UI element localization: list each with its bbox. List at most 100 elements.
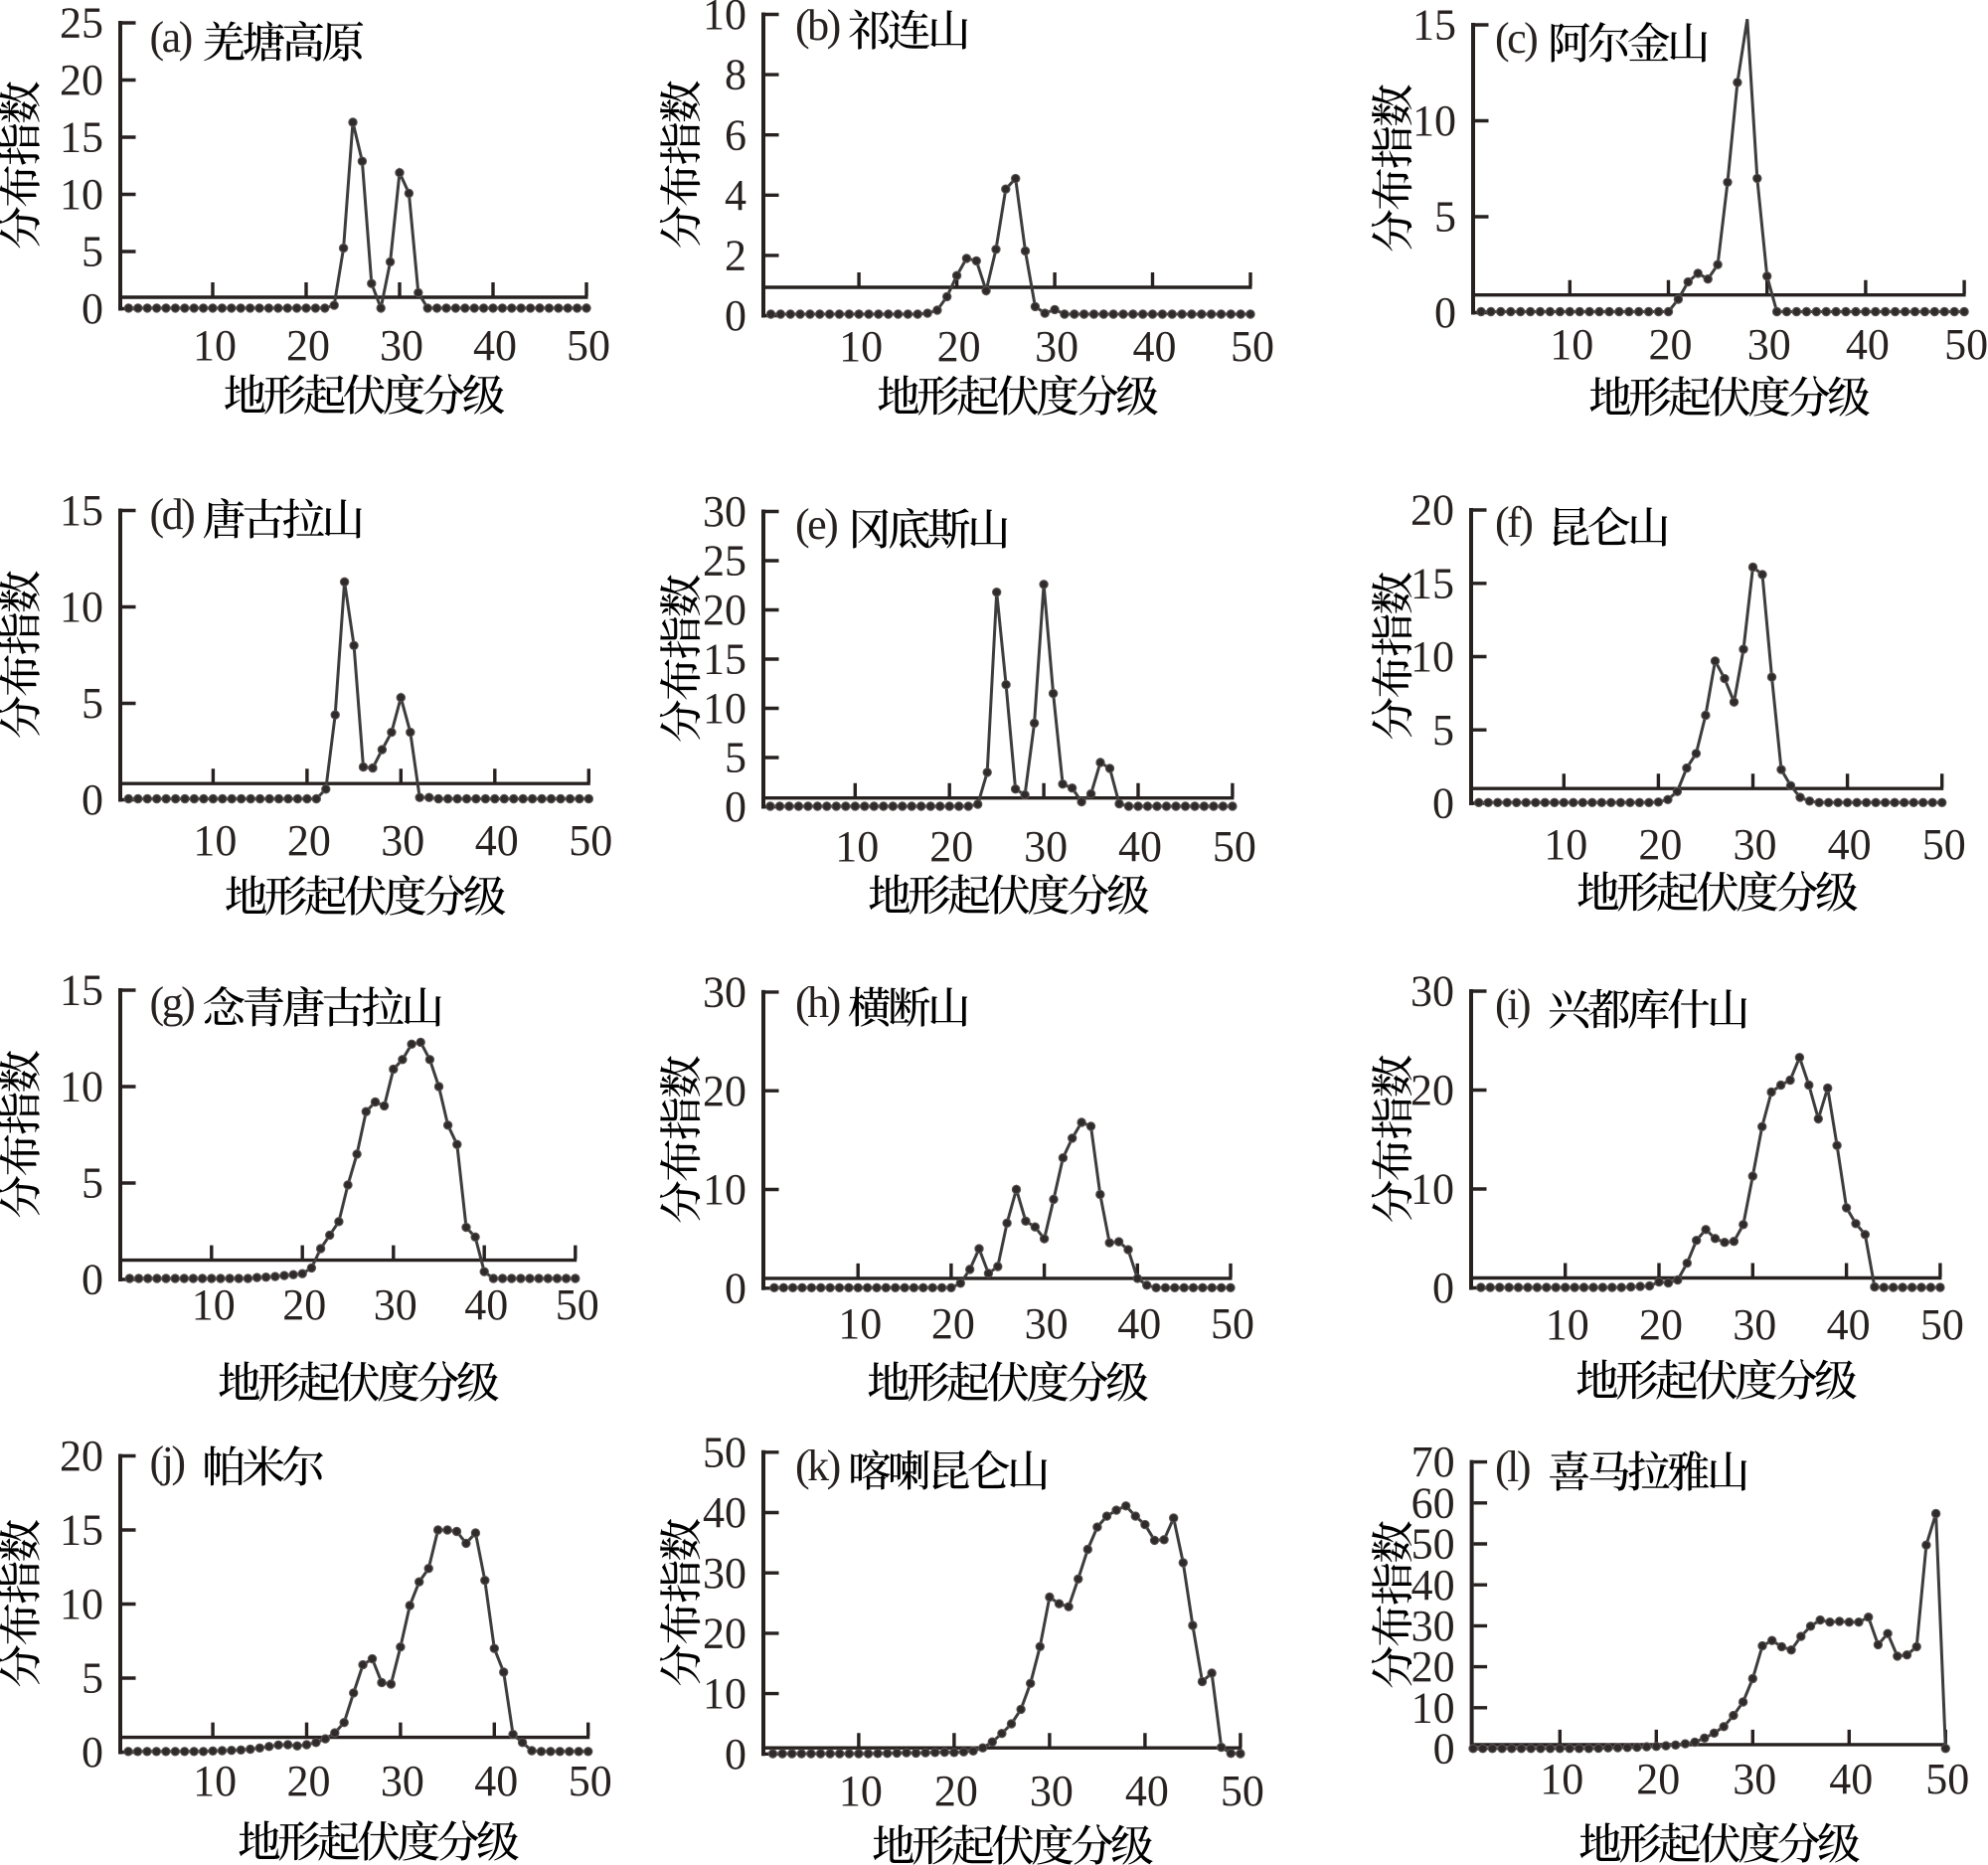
- svg-text:50: 50: [569, 1757, 612, 1805]
- svg-text:10: 10: [1550, 320, 1593, 369]
- svg-text:10: 10: [703, 684, 746, 733]
- svg-text:10: 10: [1410, 1165, 1454, 1214]
- svg-text:(l): (l): [1495, 1442, 1530, 1491]
- svg-text:0: 0: [82, 284, 103, 333]
- svg-text:40: 40: [1125, 1767, 1169, 1815]
- svg-text:40: 40: [474, 1757, 518, 1805]
- svg-text:50: 50: [567, 321, 610, 370]
- svg-text:15: 15: [703, 635, 746, 684]
- svg-text:20: 20: [282, 1280, 326, 1329]
- svg-text:10: 10: [193, 816, 237, 865]
- svg-text:20: 20: [287, 816, 331, 865]
- svg-text:(b): (b): [795, 1, 840, 50]
- svg-text:8: 8: [725, 51, 746, 99]
- svg-text:50: 50: [1922, 820, 1966, 869]
- svg-text:10: 10: [1540, 1755, 1583, 1803]
- svg-text:30: 30: [1035, 322, 1078, 371]
- svg-text:40: 40: [1846, 320, 1890, 369]
- svg-text:30: 30: [1410, 967, 1454, 1016]
- svg-text:50: 50: [1221, 1767, 1264, 1815]
- svg-text:10: 10: [60, 1063, 103, 1111]
- svg-text:10: 10: [1544, 820, 1587, 869]
- svg-text:10: 10: [193, 321, 237, 370]
- svg-text:20: 20: [287, 1757, 331, 1805]
- svg-text:0: 0: [1433, 1725, 1455, 1774]
- svg-text:30: 30: [1024, 822, 1068, 871]
- svg-text:20: 20: [1638, 820, 1682, 869]
- svg-text:50: 50: [703, 1428, 746, 1476]
- svg-text:0: 0: [725, 1730, 746, 1779]
- svg-text:50: 50: [1231, 322, 1274, 371]
- svg-text:30: 30: [1734, 820, 1777, 869]
- svg-text:10: 10: [192, 1280, 236, 1329]
- svg-text:30: 30: [1747, 320, 1791, 369]
- svg-text:0: 0: [82, 1256, 103, 1304]
- svg-text:50: 50: [1411, 1520, 1455, 1569]
- svg-text:20: 20: [60, 56, 103, 104]
- svg-text:25: 25: [60, 0, 103, 48]
- svg-text:10: 10: [703, 1165, 746, 1214]
- svg-text:4: 4: [725, 171, 746, 220]
- svg-text:60: 60: [1411, 1478, 1455, 1527]
- svg-text:15: 15: [1412, 1, 1456, 50]
- svg-text:10: 10: [703, 1669, 746, 1718]
- svg-text:30: 30: [374, 1280, 417, 1329]
- svg-text:(e): (e): [795, 500, 837, 549]
- svg-text:15: 15: [60, 1506, 103, 1555]
- svg-text:20: 20: [60, 1432, 103, 1480]
- svg-text:10: 10: [1410, 632, 1454, 681]
- svg-text:0: 0: [82, 1728, 103, 1777]
- svg-text:(h): (h): [795, 978, 840, 1027]
- svg-text:10: 10: [193, 1757, 237, 1805]
- svg-text:10: 10: [1412, 96, 1456, 145]
- svg-text:20: 20: [1636, 1755, 1680, 1803]
- svg-text:30: 30: [703, 1549, 746, 1598]
- svg-text:20: 20: [1411, 1642, 1455, 1691]
- svg-text:10: 10: [835, 822, 879, 871]
- svg-text:(d): (d): [150, 490, 195, 539]
- svg-text:30: 30: [703, 968, 746, 1017]
- svg-text:40: 40: [1117, 1299, 1161, 1348]
- svg-text:20: 20: [703, 586, 746, 634]
- svg-text:0: 0: [1434, 288, 1456, 337]
- svg-text:50: 50: [569, 816, 612, 865]
- svg-text:15: 15: [60, 486, 103, 535]
- svg-text:20: 20: [931, 1299, 975, 1348]
- svg-text:(g): (g): [150, 978, 195, 1027]
- svg-text:0: 0: [725, 291, 746, 340]
- svg-text:10: 10: [1411, 1683, 1455, 1732]
- svg-text:50: 50: [1211, 1299, 1254, 1348]
- svg-text:5: 5: [82, 228, 103, 276]
- svg-text:50: 50: [1944, 320, 1988, 369]
- svg-text:20: 20: [1410, 486, 1454, 535]
- svg-text:(k): (k): [795, 1441, 840, 1490]
- svg-text:20: 20: [934, 1767, 978, 1815]
- svg-text:10: 10: [703, 0, 746, 39]
- svg-text:30: 30: [381, 1757, 424, 1805]
- svg-text:50: 50: [1925, 1755, 1969, 1803]
- svg-text:0: 0: [1432, 1264, 1454, 1312]
- svg-text:40: 40: [1118, 822, 1162, 871]
- svg-text:40: 40: [1829, 1755, 1873, 1803]
- svg-text:10: 10: [60, 170, 103, 219]
- svg-text:20: 20: [1649, 320, 1693, 369]
- svg-text:10: 10: [839, 1767, 883, 1815]
- svg-text:5: 5: [82, 679, 103, 728]
- svg-text:5: 5: [1434, 193, 1456, 242]
- svg-text:20: 20: [929, 822, 973, 871]
- svg-text:70: 70: [1411, 1438, 1455, 1486]
- svg-text:20: 20: [703, 1067, 746, 1115]
- svg-text:5: 5: [1432, 706, 1454, 755]
- svg-text:30: 30: [703, 487, 746, 536]
- svg-text:30: 30: [380, 321, 423, 370]
- svg-text:40: 40: [1133, 322, 1177, 371]
- svg-text:5: 5: [725, 734, 746, 782]
- svg-text:40: 40: [464, 1280, 508, 1329]
- svg-text:10: 10: [838, 1299, 882, 1348]
- svg-text:30: 30: [1030, 1767, 1074, 1815]
- svg-text:(f): (f): [1495, 498, 1532, 547]
- svg-text:0: 0: [82, 775, 103, 824]
- svg-text:10: 10: [839, 322, 883, 371]
- svg-text:30: 30: [381, 816, 424, 865]
- svg-text:5: 5: [82, 1654, 103, 1703]
